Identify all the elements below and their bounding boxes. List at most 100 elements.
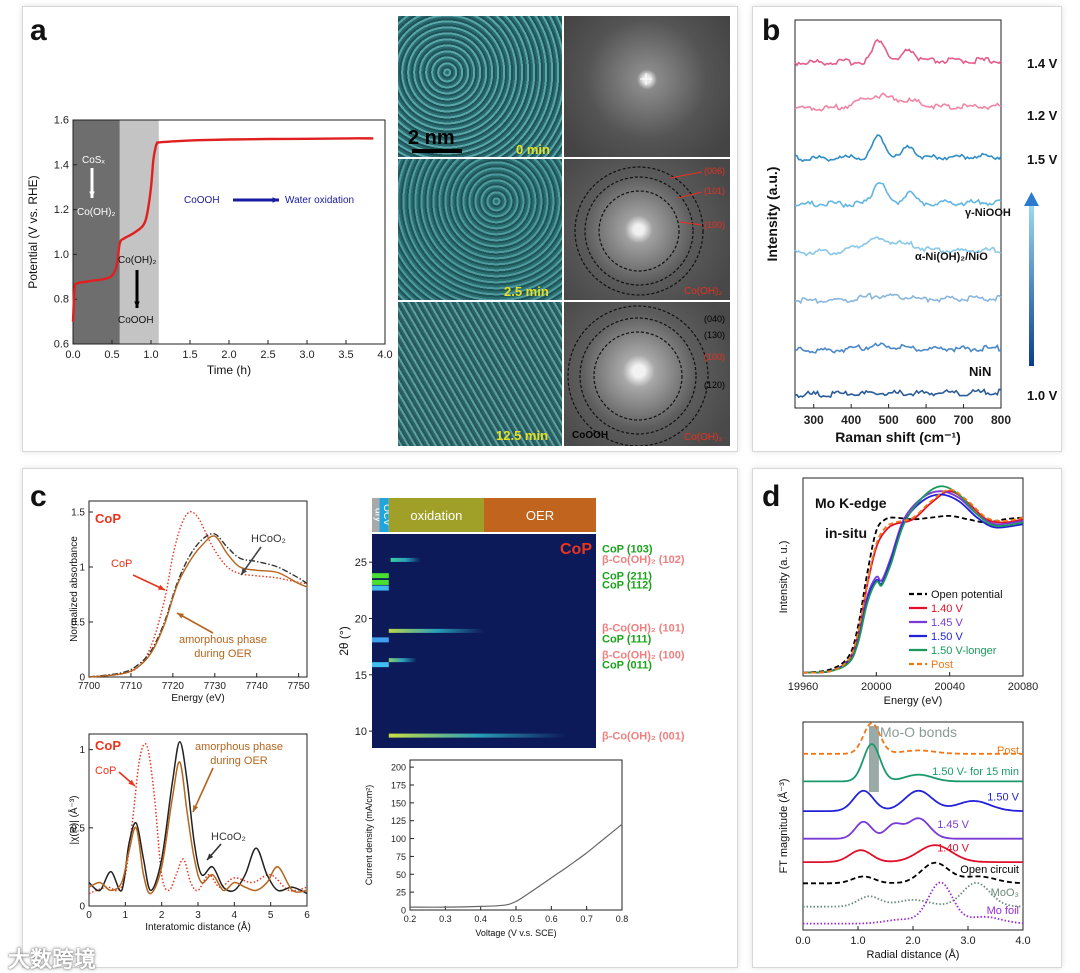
tem-image-0min — [398, 16, 562, 157]
chart-c4-ytick-label: 100 — [391, 834, 406, 844]
chart-c3-initial-peak-3 — [372, 637, 389, 643]
tem-fft-overlay: 2 nm 0 min 2.5 min 12.5 min (006) (101) … — [408, 73, 725, 446]
chart-b-series-6 — [794, 342, 1002, 354]
chart-d1-plot-frame — [802, 477, 1024, 677]
chart-a-ytick-label: 1.4 — [54, 159, 69, 171]
chart-c4-xtick-label: 0.8 — [616, 914, 629, 924]
chart-d2-series-label-5: Open circuit — [960, 864, 1019, 876]
chart-c3-ytick-label: 15 — [355, 670, 367, 682]
chart-c3-peak-label-6: β-Co(OH)₂ (100) — [602, 650, 685, 662]
chart-a-annot-coooh: CoOOH — [118, 315, 154, 326]
chart-c1-xtick-label: 7730 — [204, 681, 227, 692]
chart-c2-title: CoP — [95, 738, 121, 753]
chart-c4-xtick-label: 0.7 — [580, 914, 593, 924]
chart-c1-arrow-hcoo2-head — [241, 568, 247, 575]
chart-d2-xlabel: Radial distance (Å) — [867, 948, 960, 961]
chart-a-arrow-white-head — [89, 191, 95, 198]
chart-c1-ytick-label: 1.5 — [71, 508, 85, 519]
chart-c4-ytick-label: 175 — [391, 781, 406, 791]
time-label-2-5min: 2.5 min — [504, 284, 549, 299]
chart-c1-xtick-label: 7750 — [287, 681, 310, 692]
fft2-ring-outer — [567, 305, 709, 446]
fft1-index-2: (100) — [704, 220, 725, 230]
chart-d2-series-label-2: 1.50 V — [987, 792, 1019, 804]
chart-c3-stage-label-2: oxidation — [410, 508, 462, 523]
chart-c2-arrow-amorphous-shaft — [192, 767, 214, 813]
chart-c3-peak-label-3: CoP (112) — [602, 580, 652, 592]
chart-c3-peak-label-2: CoP (211) — [602, 571, 652, 583]
chart-b-xtick-label: 500 — [879, 413, 899, 427]
chart-b-series-0 — [794, 38, 1002, 67]
chart-b-plot-frame — [794, 19, 1002, 409]
chart-b-series-5 — [794, 292, 1002, 305]
chart-c1-title: CoP — [95, 511, 121, 526]
chart-b-potential-arrow-shaft — [1029, 206, 1034, 366]
chart-a-xtick-label: 1.5 — [182, 349, 197, 361]
chart-b-series-label-1: 1.2 V — [1027, 108, 1058, 123]
chart-c1-ylabel: Normalized absorbance — [69, 536, 80, 642]
fft2-index-3: (120) — [704, 380, 725, 390]
chart-a-ylabel: Potential (V vs. RHE) — [26, 175, 40, 288]
chart-c3-ytick-label: 20 — [355, 613, 367, 625]
chart-b-series-label-2: 1.5 V — [1027, 152, 1058, 167]
fft2-ring-mid — [579, 317, 697, 435]
chart-d1-ylabel: Intensity (a. u.) — [778, 541, 790, 614]
chart-a-annot-cosx: CoSₓ — [82, 155, 105, 166]
chart-d1-legend-label-5: Post — [931, 659, 953, 671]
chart-c-xanes: 7700 7710 7720 7730 7740 7750 0 0.5 1 1.5 Energy (… — [69, 500, 310, 704]
chart-c2-ylabel: |χ(R)| (Å⁻³) — [67, 795, 80, 844]
chart-a-xtick-label: 0.5 — [104, 349, 119, 361]
chart-c3-peak-label-7: CoP (011) — [602, 660, 652, 672]
chart-c3-initial-peak-2 — [372, 585, 389, 591]
chart-c1-annot-hcoo2: HCoO₂ — [251, 533, 286, 545]
chart-d1-legend-label-0: Open potential — [931, 589, 1003, 601]
chart-a-potential: 0.0 0.5 1.0 1.5 2.0 2.5 3.0 3.5 4.0 0.6 0.8 1.0 1.2 1… — [26, 115, 393, 378]
tem-image-2-5min — [398, 159, 562, 300]
fft1-index-0: (006) — [704, 166, 725, 176]
chart-d1-annot-edge: Mo K-edge — [815, 495, 887, 511]
chart-c4-xtick-label: 0.2 — [404, 914, 417, 924]
chart-a-region-0 — [73, 120, 120, 344]
chart-c4-xtick-label: 0.4 — [474, 914, 487, 924]
chart-c2-xtick-label: 1 — [123, 910, 129, 921]
chart-a-xtick-label: 3.0 — [299, 349, 314, 361]
chart-c3-peak-label-5: CoP (111) — [602, 634, 652, 646]
fft1-index-1: (101) — [704, 186, 725, 196]
chart-c2-xtick-label: 0 — [86, 910, 92, 921]
chart-c1-annot-amorphous-2: during OER — [194, 648, 252, 660]
fft1-pointer-2 — [679, 221, 703, 226]
chart-a-ytick-label: 0.8 — [54, 294, 69, 306]
chart-a-region-1 — [119, 120, 159, 344]
chart-c1-series-2 — [88, 535, 308, 678]
chart-b-series-1 — [794, 92, 1002, 112]
chart-d1-series-0 — [802, 514, 1024, 674]
chart-d2-xtick-label: 1.0 — [850, 935, 865, 947]
chart-c2-ytick-label: 0 — [79, 902, 85, 913]
chart-d2-series-1 — [803, 743, 1023, 783]
fft-image-2-5min — [564, 159, 730, 300]
chart-c1-annot-cop: CoP — [111, 558, 132, 570]
chart-d2-band-label: Mo-O bonds — [880, 724, 957, 740]
chart-c3-stage-2 — [388, 498, 484, 532]
time-label-0min: 0 min — [516, 142, 550, 157]
chart-b-xtick-label: 700 — [954, 413, 974, 427]
chart-a-annot-cooh2-1: Co(OH)₂ — [77, 207, 115, 218]
scale-bar-label: 2 nm — [408, 127, 455, 149]
panel-b-frame — [752, 6, 1062, 452]
chart-c2-xtick-label: 3 — [195, 910, 201, 921]
chart-c3-stage-0 — [372, 498, 380, 532]
chart-d2-series-label-0: Post — [997, 745, 1019, 757]
chart-b-xtick-label: 800 — [991, 413, 1011, 427]
chart-d2-series-label-3: 1.45 V — [937, 819, 969, 831]
chart-b-xtick-label: 300 — [804, 413, 824, 427]
chart-c3-streak-2 — [388, 658, 417, 663]
chart-c1-xlabel: Energy (eV) — [171, 693, 224, 704]
chart-b-xlabel: Raman shift (cm⁻¹) — [835, 429, 961, 445]
chart-c4-ytick-label: 200 — [391, 763, 406, 773]
fft2-index-0: (040) — [704, 314, 725, 324]
chart-b-series-2 — [794, 134, 1002, 163]
chart-c4-ytick-label: 75 — [396, 852, 406, 862]
chart-c3-initial-peak-4 — [372, 662, 389, 668]
fft-image-0min — [564, 16, 730, 157]
chart-b-ylabel: Intensity (a.u.) — [764, 167, 780, 262]
